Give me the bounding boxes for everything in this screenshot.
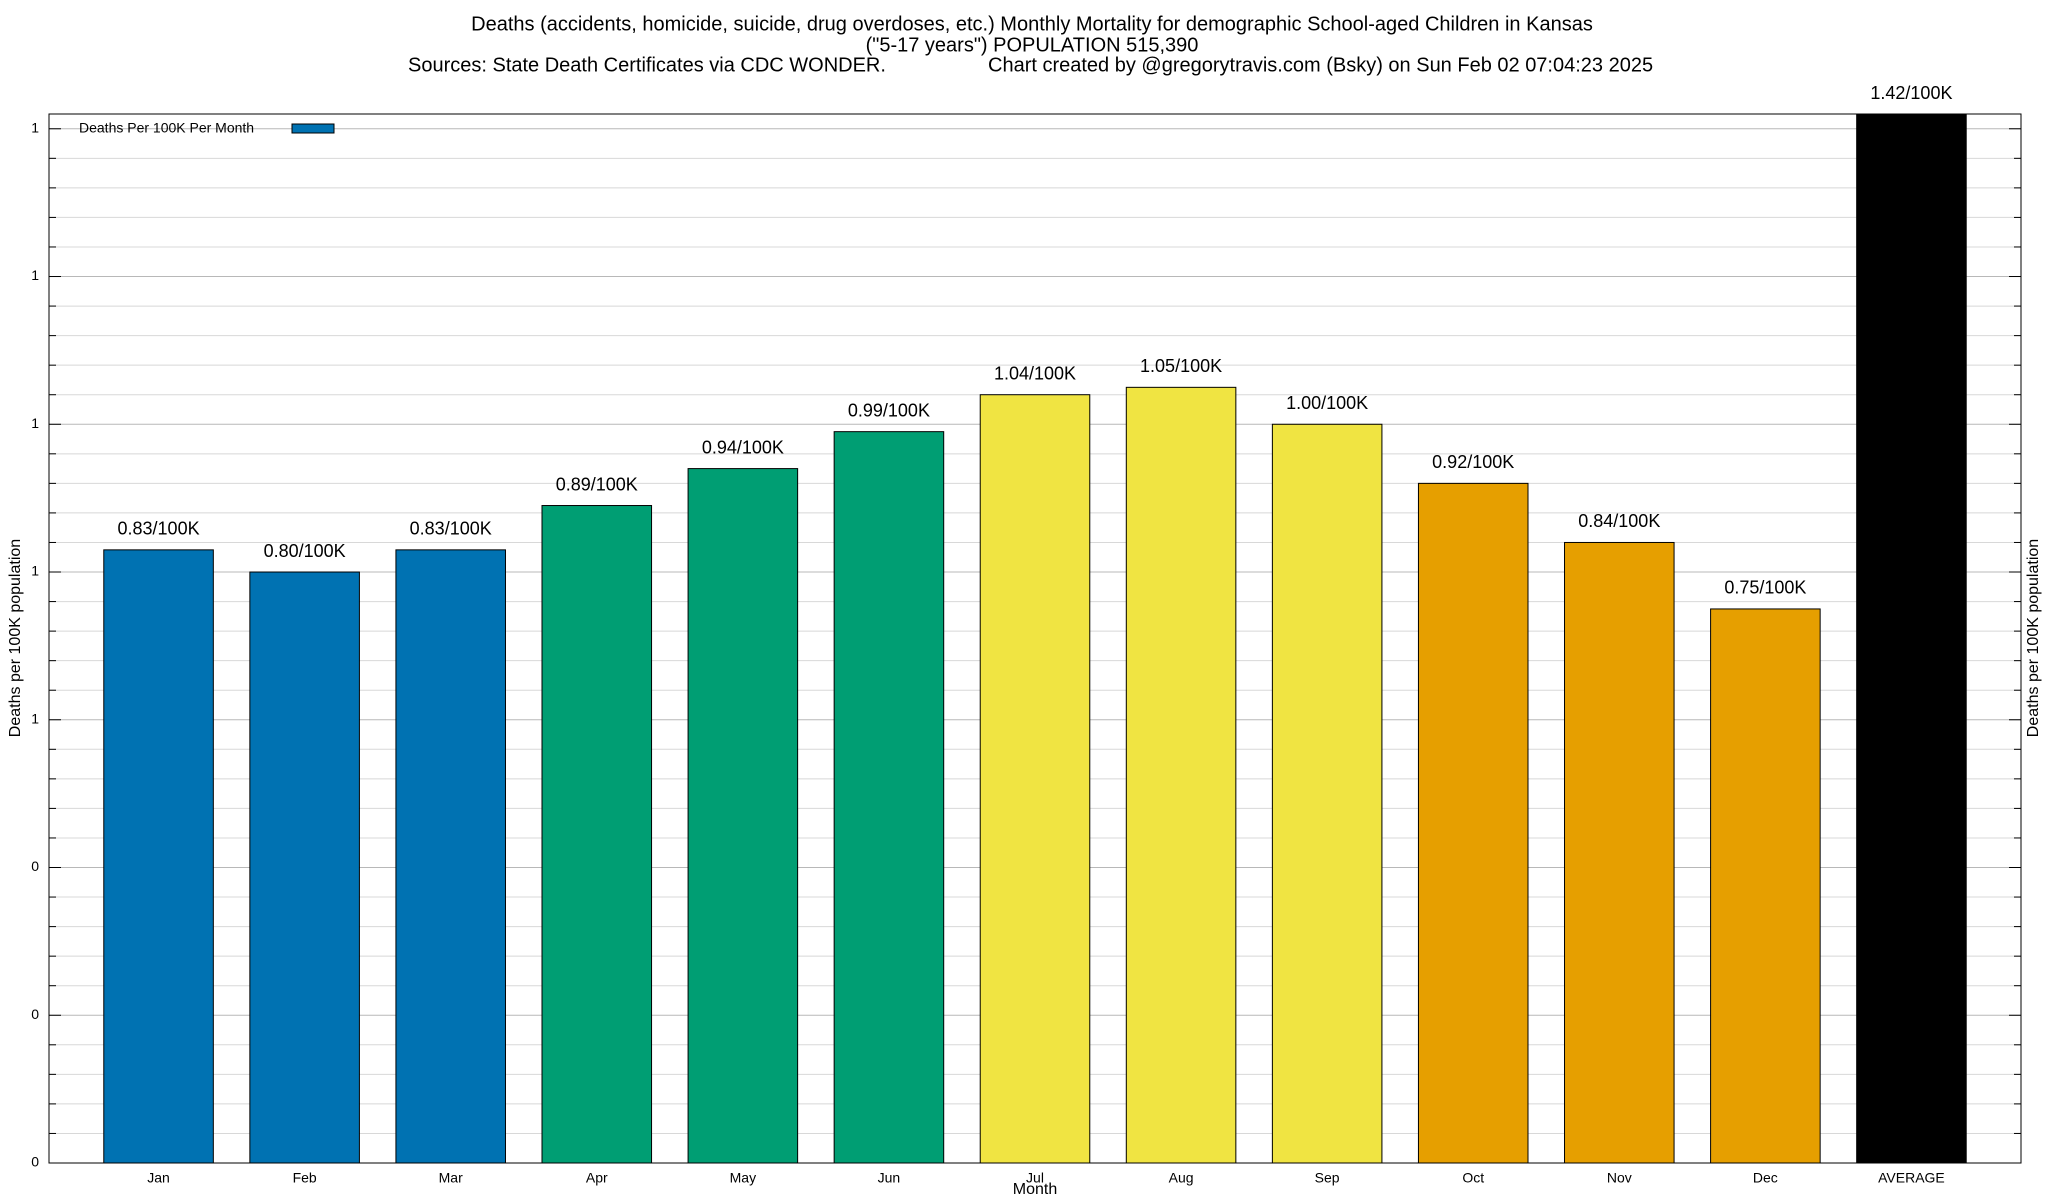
y-tick-label: 0 [31,858,39,874]
bar [1417,482,1529,1164]
y-tick-label: 1 [31,415,39,431]
legend-label: Deaths Per 100K Per Month [79,120,254,136]
bar [1125,386,1237,1164]
x-tick-label: Mar [439,1170,463,1186]
bar [103,549,214,1164]
value-label: 1.05/100K [1140,356,1222,376]
value-label: 1.00/100K [1286,393,1368,413]
bar [1564,541,1675,1164]
value-label: 0.84/100K [1578,511,1660,531]
x-tick-label: May [730,1170,756,1186]
value-label: 0.92/100K [1432,452,1514,472]
x-tick-label: Feb [293,1170,317,1186]
value-label: 1.04/100K [994,363,1076,383]
bar [1856,113,1967,1164]
value-label: 0.94/100K [702,437,784,457]
bar [395,549,506,1164]
bar [1710,608,1821,1164]
chart-credit: Chart created by @gregorytravis.com (Bsk… [988,54,1653,76]
plot-frame [48,113,2022,1164]
y-tick-label: 1 [31,563,39,579]
x-tick-label: Jan [147,1170,170,1186]
x-tick-label: Jul [1026,1170,1044,1186]
value-label: 0.80/100K [264,541,346,561]
x-tick-label: Nov [1607,1170,1632,1186]
x-tick-label: Dec [1753,1170,1778,1186]
value-label: 1.42/100K [1870,83,1952,103]
x-tick-label: Jun [878,1170,901,1186]
x-tick-label: Aug [1169,1170,1194,1186]
bar [1271,423,1383,1164]
y-axis-label: Deaths per 100K population [7,539,24,737]
bar [249,571,360,1164]
bar [833,431,945,1164]
x-tick-label: Oct [1462,1170,1484,1186]
chart-subtitle: ("5-17 years") POPULATION 515,390 [866,34,1199,56]
value-label: 0.83/100K [118,519,200,539]
y-tick-label: 0 [31,1154,39,1170]
bar [687,468,799,1164]
y2-axis-label: Deaths per 100K population [2025,539,2042,737]
y-tick-label: 1 [31,710,39,726]
x-tick-label: AVERAGE [1878,1170,1945,1186]
y-tick-label: 1 [31,267,39,283]
x-tick-label: Apr [586,1170,608,1186]
chart-title: Deaths (accidents, homicide, suicide, dr… [471,13,1593,35]
value-label: 0.75/100K [1724,578,1806,598]
chart-source: Sources: State Death Certificates via CD… [408,54,886,76]
value-label: 0.83/100K [410,519,492,539]
value-label: 0.99/100K [848,400,930,420]
x-tick-label: Sep [1315,1170,1340,1186]
x-axis-label: Month [1013,1181,1057,1198]
legend-swatch [291,123,335,134]
y-tick-label: 1 [31,119,39,135]
bar [979,394,1091,1164]
value-label: 0.89/100K [556,474,638,494]
bar [541,505,653,1164]
y-tick-label: 0 [31,1006,39,1022]
